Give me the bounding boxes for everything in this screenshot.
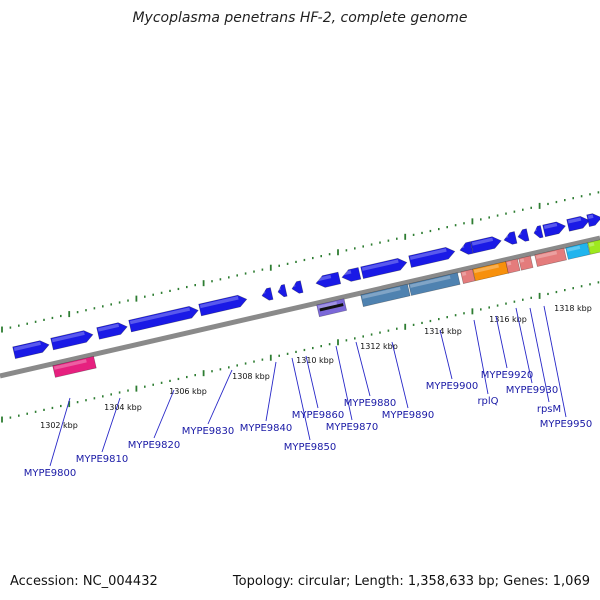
gene-arrow [470,236,502,254]
feature-box [565,242,591,260]
gene-arrow [408,247,456,268]
leader-line [153,389,175,439]
feature-box [534,247,567,267]
scale-label: 1306 kbp [169,387,207,396]
feature-box [360,283,411,307]
gene-arrow [503,231,518,245]
leader-line [355,341,371,397]
gene-label: MYPE9810 [76,454,129,465]
leader-line [265,361,277,422]
gene-arrow [12,340,50,359]
gene-label: MYPE9870 [326,422,379,433]
genome-backbone [0,235,600,379]
feature-box [518,255,534,271]
gene-arrow [542,221,566,238]
gene-label: MYPE9950 [540,419,593,430]
gene-arrow [459,241,474,255]
leader-line [291,357,311,441]
gene-arrow [198,294,248,317]
label-leader-lines [49,305,567,467]
leader-line [439,329,453,380]
genome-stats-text: Topology: circular; Length: 1,358,633 bp… [232,574,590,589]
leader-line [305,355,319,409]
gene-label: MYPE9880 [344,398,397,409]
gene-label: MYPE9930 [506,385,559,396]
leader-line [391,341,409,409]
leader-line [49,397,71,467]
scale-label: 1316 kbp [489,315,527,324]
gene-arrow [517,228,530,242]
feature-box [52,355,97,378]
tick-marks [1,191,600,423]
gene-label: MYPE9830 [182,426,235,437]
scale-label: 1304 kbp [104,403,142,412]
scale-label: 1318 kbp [554,304,592,313]
gene-label: rplQ [477,396,498,407]
gene-arrow [360,258,408,279]
scale-label: 1314 kbp [424,327,462,336]
leader-line [529,307,550,403]
gene-label: MYPE9800 [24,468,77,479]
gene-label: MYPE9820 [128,440,181,451]
gene-arrow [315,271,342,288]
gene-arrow [533,225,544,239]
gene-arrow [341,267,362,282]
gene-label: MYPE9840 [240,423,293,434]
leader-line [473,319,489,395]
map-title: Mycoplasma penetrans HF-2, complete geno… [132,10,468,26]
feature-box [460,268,476,284]
leader-line [207,369,233,425]
feature-box [472,261,509,282]
feature-box [505,258,521,274]
gene-label: MYPE9860 [292,410,345,421]
gene-arrow [586,213,600,227]
scale-labels: 1302 kbp 1304 kbp 1306 kbp 1308 kbp 1310 kbp… [40,304,592,430]
gene-arrow [291,280,304,294]
gene-arrow [50,330,94,351]
leader-line [335,345,353,421]
gene-arrow [277,284,288,298]
gene-label: MYPE9920 [481,370,534,381]
scale-label: 1310 kbp [296,356,334,365]
feature-box [408,272,461,296]
leader-line [515,307,533,384]
backbone-line [0,235,600,379]
feature-marker [319,303,344,312]
scale-label: 1302 kbp [40,421,78,430]
leader-line [543,305,567,418]
gene-label: MYPE9850 [284,442,337,453]
leader-line [495,315,508,369]
gene-label: MYPE9890 [382,410,435,421]
leader-line [101,397,121,453]
accession-text: Accession: NC_004432 [10,574,158,589]
gene-label: MYPE9900 [426,381,479,392]
gene-arrow [96,322,128,340]
scale-label: 1308 kbp [232,372,270,381]
gene-arrow [128,306,199,333]
gene-arrow [261,287,274,301]
gene-label: rpsM [537,404,561,415]
scale-label: 1312 kbp [360,342,398,351]
gene-arrow [566,216,590,232]
